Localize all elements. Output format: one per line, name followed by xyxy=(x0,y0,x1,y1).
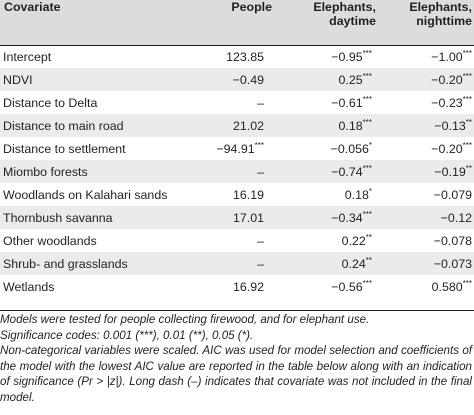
covariate-name: Distance to main road xyxy=(3,118,124,133)
covariate-name: Other woodlands xyxy=(3,233,97,248)
significance-marker: ** xyxy=(465,163,472,173)
significance-marker: *** xyxy=(462,48,472,58)
covariate-name: Miombo forests xyxy=(3,164,88,179)
elephants-daytime-coefficient: −0.34*** xyxy=(331,209,372,225)
people-coefficient: 21.02 xyxy=(232,118,264,133)
significance-marker: ** xyxy=(365,232,372,242)
footnote-models: Models were tested for people collecting… xyxy=(0,313,370,326)
table-header: Covariate People Elephants, daytime Elep… xyxy=(0,0,474,45)
people-coefficient: 123.85 xyxy=(226,49,264,64)
significance-marker: *** xyxy=(362,209,372,219)
elephants-nighttime-coefficient: −1.00*** xyxy=(431,48,472,64)
table-row: Distance to Delta – −0.61*** −0.23*** xyxy=(0,91,474,114)
covariate-name: NDVI xyxy=(3,72,33,87)
table-row: Woodlands on Kalahari sands 16.19 0.18* −0.… xyxy=(0,183,474,206)
significance-marker: *** xyxy=(362,48,372,58)
significance-marker: * xyxy=(368,186,372,196)
significance-marker: *** xyxy=(462,94,472,104)
header-row: Covariate People Elephants, daytime Elep… xyxy=(0,0,474,45)
elephants-nighttime-coefficient: −0.23*** xyxy=(431,94,472,110)
people-coefficient: – xyxy=(257,256,264,271)
table-row: Distance to main road 21.02 0.18*** −0.13** xyxy=(0,114,474,137)
significance-marker: *** xyxy=(362,94,372,104)
table-footnotes: Models were tested for people collecting… xyxy=(0,312,472,405)
elephants-nighttime-coefficient: −0.20*** xyxy=(431,140,472,156)
people-coefficient: – xyxy=(257,164,264,179)
table-row: Shrub- and grasslands – 0.24** −0.073 xyxy=(0,252,474,275)
header-rule xyxy=(0,45,474,46)
covariate-name: Intercept xyxy=(3,49,52,64)
significance-marker: *** xyxy=(362,117,372,127)
significance-marker: *** xyxy=(462,278,472,288)
header-elephants-daytime: Elephants, daytime xyxy=(313,0,376,28)
elephants-nighttime-coefficient: −0.20*** xyxy=(431,71,472,87)
significance-marker: ** xyxy=(465,117,472,127)
table-row: Intercept 123.85 −0.95*** −1.00*** xyxy=(0,45,474,68)
significance-marker: *** xyxy=(462,140,472,150)
significance-marker: *** xyxy=(362,163,372,173)
people-coefficient: – xyxy=(257,233,264,248)
significance-marker: *** xyxy=(362,278,372,288)
header-people: People xyxy=(231,0,272,14)
elephants-daytime-coefficient: −0.56*** xyxy=(331,278,372,294)
table-row: Thornbush savanna 17.01 −0.34*** −0.12 xyxy=(0,206,474,229)
elephants-daytime-coefficient: 0.24** xyxy=(341,255,372,271)
significance-marker: * xyxy=(368,140,372,150)
elephants-daytime-coefficient: −0.61*** xyxy=(331,94,372,110)
elephants-daytime-coefficient: −0.056* xyxy=(330,140,372,156)
table-row: Distance to settlement −94.91*** −0.056* −0… xyxy=(0,137,474,160)
table-row: Miombo forests – −0.74*** −0.19** xyxy=(0,160,474,183)
table-row: Wetlands 16.92 −0.56*** 0.580*** xyxy=(0,275,474,298)
footnote-methods: Non-categorical variables were scaled. A… xyxy=(0,344,472,404)
table-bottom-rule xyxy=(0,310,474,311)
table-body: Intercept 123.85 −0.95*** −1.00*** NDVI −0.49… xyxy=(0,45,474,298)
covariate-name: Distance to Delta xyxy=(3,95,98,110)
table-row: Other woodlands – 0.22** −0.078 xyxy=(0,229,474,252)
elephants-nighttime-coefficient: −0.078 xyxy=(433,233,472,248)
people-coefficient: −94.91*** xyxy=(216,140,264,156)
people-coefficient: 16.92 xyxy=(232,279,264,294)
people-coefficient: – xyxy=(257,95,264,110)
covariate-name: Thornbush savanna xyxy=(3,210,113,225)
covariate-name: Woodlands on Kalahari sands xyxy=(3,187,168,202)
elephants-nighttime-coefficient: −0.12 xyxy=(440,210,472,225)
elephants-daytime-coefficient: 0.18* xyxy=(344,186,372,202)
elephants-daytime-coefficient: −0.74*** xyxy=(331,163,372,179)
elephants-nighttime-coefficient: 0.580*** xyxy=(431,278,472,294)
header-covariate: Covariate xyxy=(4,0,61,14)
covariate-name: Wetlands xyxy=(3,279,55,294)
elephants-nighttime-coefficient: −0.073 xyxy=(433,256,472,271)
elephants-nighttime-coefficient: −0.13** xyxy=(434,117,472,133)
people-coefficient: 17.01 xyxy=(232,210,264,225)
elephants-daytime-coefficient: −0.95*** xyxy=(331,48,372,64)
significance-marker: ** xyxy=(365,255,372,265)
covariate-table: Covariate People Elephants, daytime Elep… xyxy=(0,0,474,298)
covariate-name: Shrub- and grasslands xyxy=(3,256,128,271)
people-coefficient: −0.49 xyxy=(232,72,264,87)
elephants-daytime-coefficient: 0.25*** xyxy=(338,71,372,87)
significance-marker: *** xyxy=(462,71,472,81)
people-coefficient: 16.19 xyxy=(232,187,264,202)
significance-marker: *** xyxy=(254,140,264,150)
significance-marker: *** xyxy=(362,71,372,81)
footnote-significance: Significance codes: 0.001 (***), 0.01 (*… xyxy=(0,328,254,342)
elephants-daytime-coefficient: 0.22** xyxy=(341,232,372,248)
header-elephants-nighttime: Elephants, nighttime xyxy=(409,0,472,28)
elephants-daytime-coefficient: 0.18*** xyxy=(338,117,372,133)
elephants-nighttime-coefficient: −0.079 xyxy=(433,187,472,202)
table-row: NDVI −0.49 0.25*** −0.20*** xyxy=(0,68,474,91)
covariate-name: Distance to settlement xyxy=(3,141,126,156)
elephants-nighttime-coefficient: −0.19** xyxy=(434,163,472,179)
